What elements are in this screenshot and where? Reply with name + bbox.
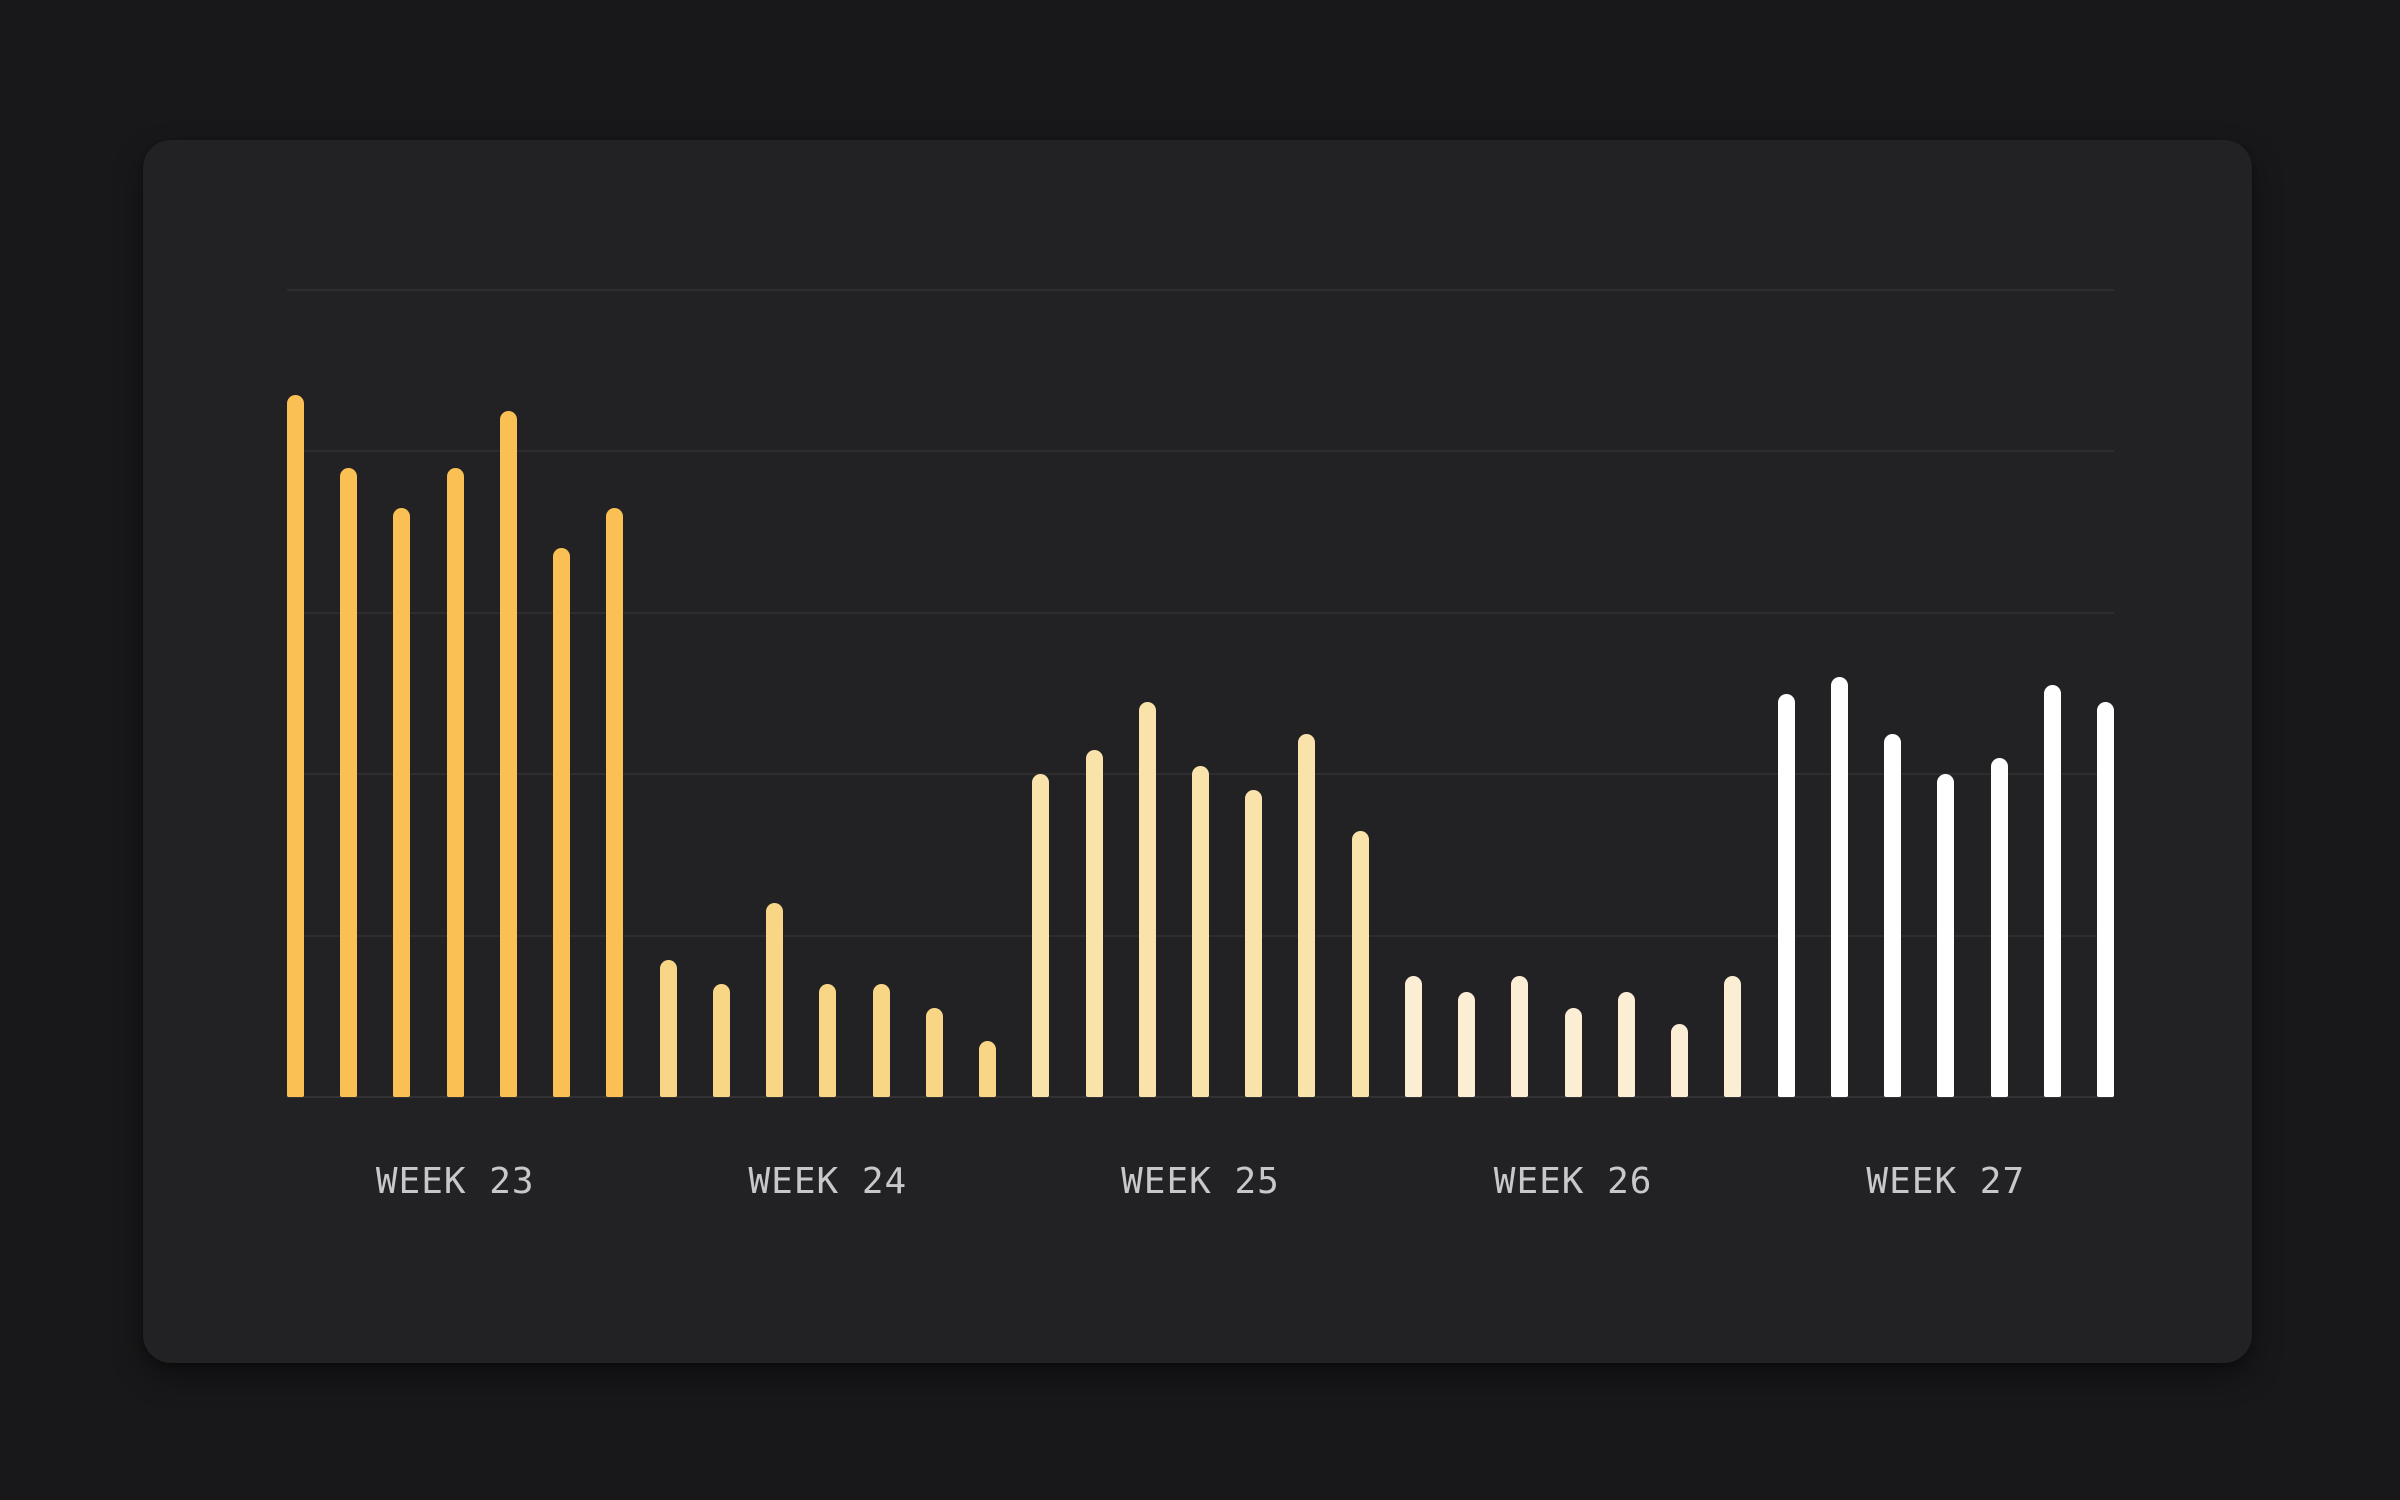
bar-week23-day3 <box>393 507 411 1097</box>
bar-week27-day4 <box>1937 774 1955 1097</box>
bar-week26-day5 <box>1617 992 1635 1097</box>
x-axis-label-week-25: WEEK 25 <box>1121 1161 1280 1202</box>
bar-week23-day7 <box>606 507 624 1097</box>
bar-week26-day2 <box>1458 992 1476 1097</box>
bar-week25-day3 <box>1138 701 1156 1097</box>
bar-week25-day7 <box>1351 830 1369 1097</box>
bar-week26-day3 <box>1511 975 1529 1097</box>
bar-week24-day2 <box>712 984 730 1097</box>
x-axis-line <box>287 1096 2114 1098</box>
bar-week26-day6 <box>1671 1024 1689 1097</box>
bar-week23-day6 <box>553 548 571 1097</box>
bar-week27-day3 <box>1884 733 1902 1097</box>
bar-chart-plot-area <box>287 289 2114 1098</box>
x-axis-label-week-24: WEEK 24 <box>748 1161 908 1202</box>
bar-week24-day3 <box>766 903 784 1097</box>
bar-week27-day6 <box>2043 685 2061 1097</box>
bar-week25-day6 <box>1298 733 1316 1097</box>
bar-week24-day5 <box>872 984 890 1097</box>
bar-week25-day1 <box>1032 774 1050 1097</box>
x-axis-labels: WEEK 23 WEEK 24 WEEK 25 WEEK 26 WEEK 27 <box>287 1158 2114 1206</box>
bar-week27-day7 <box>2096 701 2114 1097</box>
x-axis-label-week-27: WEEK 27 <box>1866 1161 2026 1202</box>
chart-card: WEEK 23 WEEK 24 WEEK 25 WEEK 26 WEEK 27 <box>143 140 2252 1363</box>
bar-week26-day7 <box>1724 975 1742 1097</box>
bar-week23-day1 <box>287 394 304 1097</box>
bar-week23-day5 <box>499 411 517 1097</box>
gridline <box>287 450 2114 453</box>
bar-week24-day7 <box>979 1040 997 1097</box>
bar-week24-day4 <box>819 984 837 1097</box>
bar-week24-day6 <box>925 1008 943 1097</box>
gridline <box>287 611 2114 614</box>
bar-week25-day5 <box>1245 790 1263 1097</box>
bar-week27-day1 <box>1777 693 1795 1097</box>
x-axis-label-week-26: WEEK 26 <box>1493 1161 1653 1202</box>
bar-week26-day4 <box>1564 1008 1582 1097</box>
bar-week27-day2 <box>1830 677 1848 1097</box>
bar-week23-day2 <box>340 467 358 1097</box>
bar-week25-day2 <box>1085 750 1103 1097</box>
x-axis-label-week-23: WEEK 23 <box>375 1161 535 1202</box>
gridline <box>287 289 2114 291</box>
bar-week26-day1 <box>1404 975 1422 1097</box>
bar-week23-day4 <box>446 467 464 1097</box>
bar-week24-day1 <box>659 959 677 1097</box>
bar-week25-day4 <box>1191 766 1209 1097</box>
bar-week27-day5 <box>1990 758 2008 1097</box>
